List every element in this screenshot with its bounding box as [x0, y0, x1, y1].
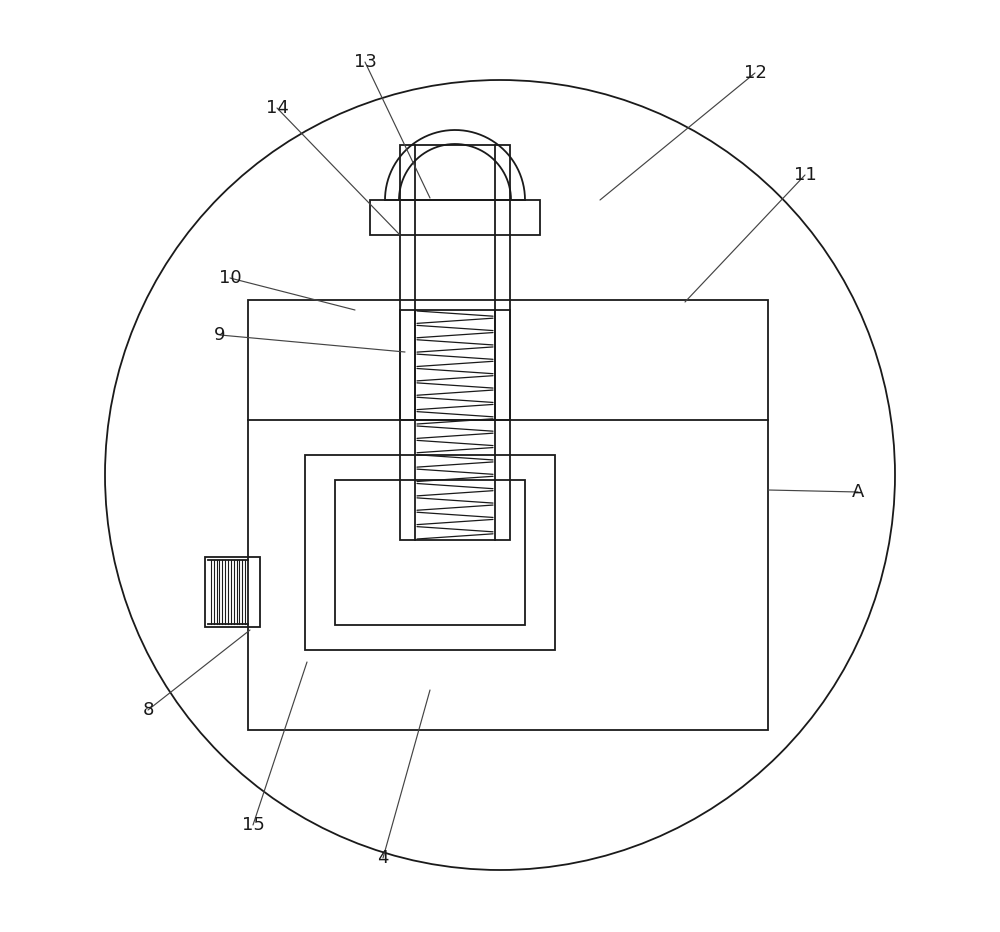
Text: 11: 11 [794, 166, 816, 184]
Bar [370, 200, 540, 235]
Text: 15: 15 [242, 816, 264, 834]
Bar [205, 557, 260, 627]
Text: 14: 14 [266, 99, 288, 117]
Text: 13: 13 [354, 53, 376, 71]
Bar [335, 480, 525, 625]
Bar [248, 300, 768, 730]
Bar [305, 455, 555, 650]
Text: 10: 10 [219, 269, 241, 287]
Text: 4: 4 [377, 849, 389, 867]
Text: 8: 8 [142, 701, 154, 719]
Bar [400, 145, 510, 420]
Bar [400, 310, 510, 540]
Text: 9: 9 [214, 326, 226, 344]
Text: A: A [852, 483, 864, 501]
Text: 12: 12 [744, 64, 766, 82]
